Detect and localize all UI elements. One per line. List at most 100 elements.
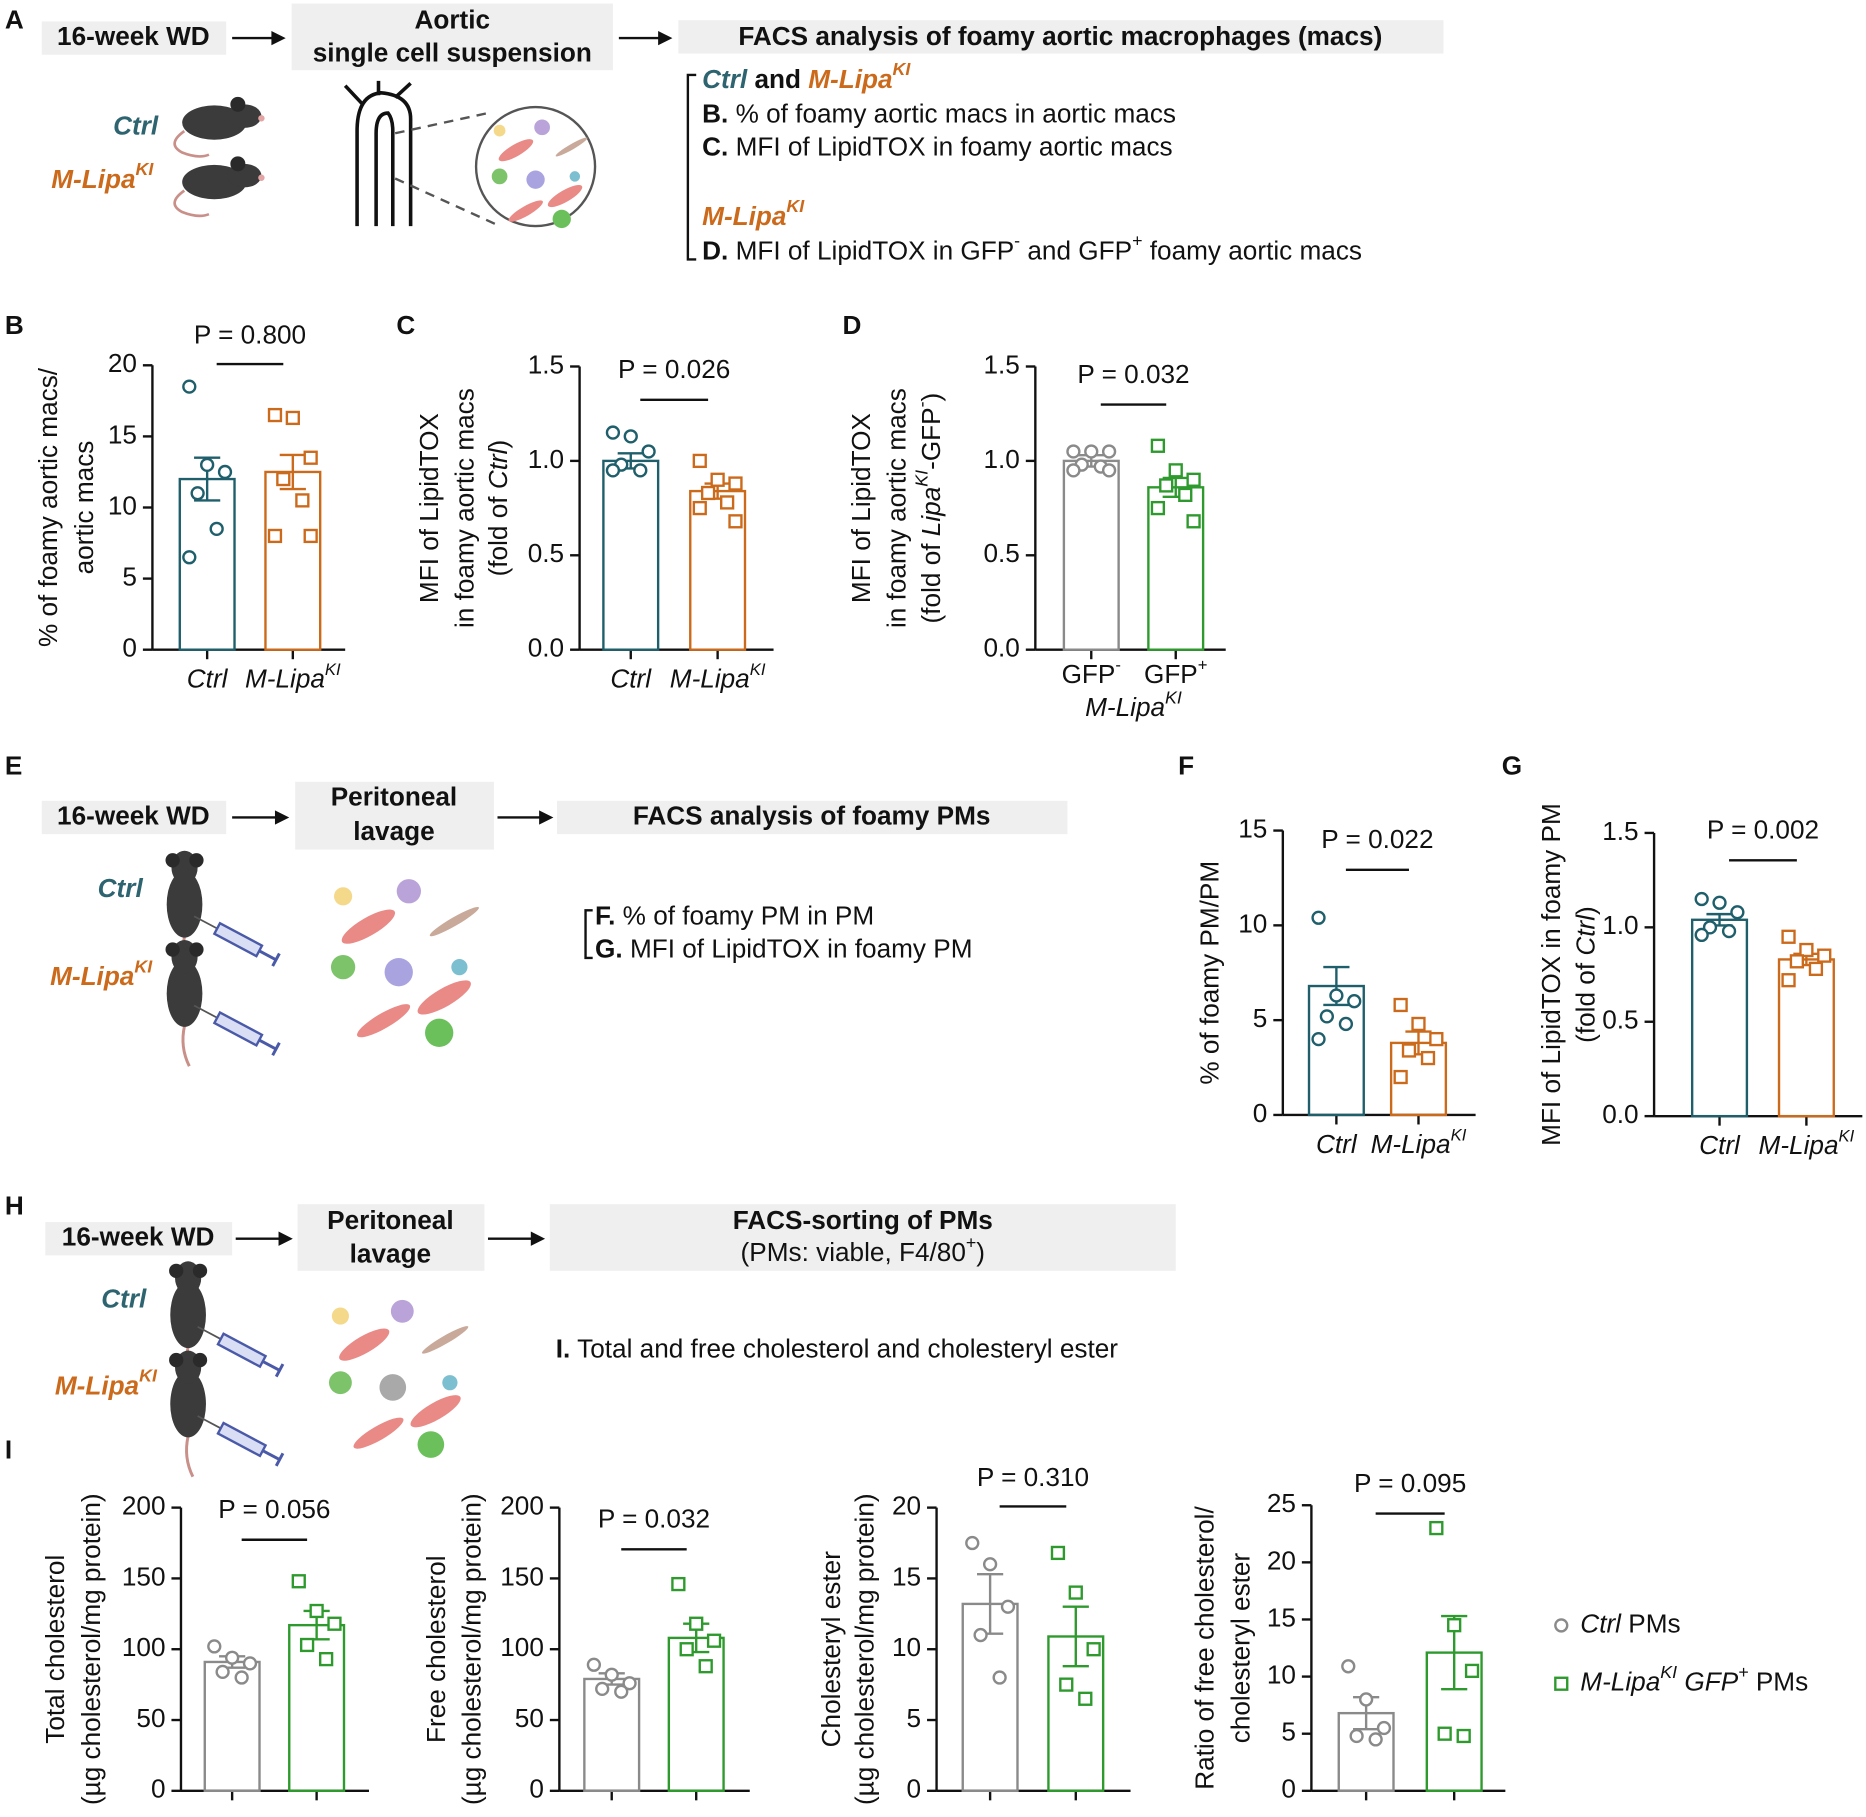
data-point <box>267 407 283 423</box>
data-point <box>209 521 224 536</box>
data-point <box>1319 1009 1335 1024</box>
syringe <box>197 1325 285 1378</box>
data-point <box>1186 514 1201 529</box>
data-point <box>605 463 621 478</box>
text-segment: G. <box>595 934 623 964</box>
x-tick-label: GFP- <box>1062 656 1121 689</box>
text-segment: ) <box>1570 906 1600 915</box>
data-point <box>1694 927 1709 943</box>
data-point <box>992 1670 1007 1685</box>
y-tick-label: 0 <box>529 1774 544 1804</box>
data-point <box>720 495 735 510</box>
text-segment: % of foamy PM in PM <box>615 900 874 930</box>
data-point <box>1694 891 1709 907</box>
cell <box>526 170 545 189</box>
y-tick-label: 0.0 <box>1602 1099 1638 1129</box>
cell <box>534 119 550 136</box>
data-point <box>1376 1720 1392 1736</box>
data-point <box>1347 994 1362 1009</box>
text-segment: Ctrl <box>1580 1608 1622 1638</box>
note-line: I. Total and free cholesterol and choles… <box>556 1333 1118 1363</box>
group-label: M-LipaKI <box>55 1365 158 1400</box>
text-segment: ) <box>976 1237 985 1267</box>
arrow-head <box>274 810 290 825</box>
mouse-ear <box>169 1352 184 1368</box>
y-axis-label: in foamy aortic macs <box>449 388 479 628</box>
mouse-ear <box>192 1263 208 1278</box>
text-segment: M-Lipa <box>50 961 134 991</box>
data-point <box>1781 929 1796 944</box>
arrow-head <box>530 1231 546 1246</box>
syringe-end <box>271 952 281 967</box>
step-box <box>297 1204 485 1271</box>
data-point <box>1420 1050 1436 1066</box>
text-segment: + <box>966 1232 976 1252</box>
note-line: B. % of foamy aortic macs in aortic macs <box>702 98 1176 128</box>
data-point <box>225 1650 240 1665</box>
text-segment: FACS-sorting of PMs <box>733 1205 993 1235</box>
data-point <box>1159 478 1174 493</box>
text-segment: M-Lipa <box>51 164 135 194</box>
text-segment: F. <box>595 900 615 930</box>
category-sup: - <box>1115 656 1121 675</box>
data-point <box>1817 948 1832 963</box>
y-tick-label: 150 <box>500 1561 544 1591</box>
group-label: Ctrl <box>101 1283 147 1313</box>
data-point <box>1799 942 1814 958</box>
data-point <box>1050 1545 1066 1561</box>
panel-letter: H <box>5 1191 24 1221</box>
group-label: M-LipaKI <box>50 956 153 991</box>
text-segment: MFI of LipidTOX <box>846 413 876 603</box>
bracket <box>584 909 593 960</box>
x-tick-label: Ctrl <box>1316 1129 1358 1159</box>
data-point <box>1393 1069 1408 1085</box>
y-tick-label: 0 <box>151 1774 166 1804</box>
cell <box>429 906 479 937</box>
data-point <box>700 485 716 501</box>
syringe-needle <box>197 1325 222 1340</box>
mouse-nose <box>258 174 265 181</box>
group-label: Ctrl <box>98 873 144 903</box>
data-point <box>303 528 318 544</box>
step-box <box>41 800 227 835</box>
y-axis-label: % of foamy PM/PM <box>1194 861 1224 1085</box>
y-tick-label: 0.0 <box>528 633 564 663</box>
cell <box>421 1326 469 1354</box>
data-point <box>295 493 310 508</box>
x-tick-label: M-LipaKI <box>1759 1127 1855 1160</box>
text-segment: KI <box>136 159 155 179</box>
y-axis-label: (µg cholesterol/mg protein) <box>849 1493 879 1805</box>
data-point <box>1341 1659 1356 1674</box>
panel-letter: C <box>396 310 415 340</box>
y-tick-label: 10 <box>892 1632 921 1662</box>
p-value: P = 0.032 <box>1077 359 1189 389</box>
text-segment: M-Lipa <box>808 64 892 94</box>
y-axis-label: Total cholesterol <box>40 1555 70 1744</box>
data-point <box>1349 1728 1364 1744</box>
data-point <box>182 550 197 565</box>
y-tick-label: 15 <box>108 419 137 449</box>
step-box <box>45 1222 233 1256</box>
cell <box>569 171 581 182</box>
text-segment: (fold of <box>483 489 513 576</box>
text-segment: Ctrl <box>702 64 748 94</box>
data-point <box>276 471 291 487</box>
syringe-needle <box>193 1004 218 1019</box>
y-tick-label: 15 <box>1238 813 1267 843</box>
mouse-ear <box>165 942 180 957</box>
step-box <box>291 3 613 71</box>
text-segment: (µg cholesterol/mg protein) <box>76 1493 106 1805</box>
y-axis-label: Cholesteryl ester <box>816 1551 846 1748</box>
arrow-head <box>278 1231 293 1246</box>
syringe-end <box>271 1042 281 1057</box>
text-segment: PMs <box>1749 1667 1809 1697</box>
y-axis-label: Free cholesterol <box>421 1555 451 1743</box>
y-axis-label: MFI of LipidTOX <box>414 413 444 603</box>
step-label: 16-week WD <box>62 1222 215 1252</box>
data-point <box>1554 1676 1569 1691</box>
data-point <box>671 1576 686 1592</box>
text-segment: (µg cholesterol/mg protein) <box>457 1493 487 1805</box>
text-segment: C. <box>702 132 728 162</box>
y-tick-label: 5 <box>122 562 137 592</box>
data-point <box>604 1667 619 1682</box>
